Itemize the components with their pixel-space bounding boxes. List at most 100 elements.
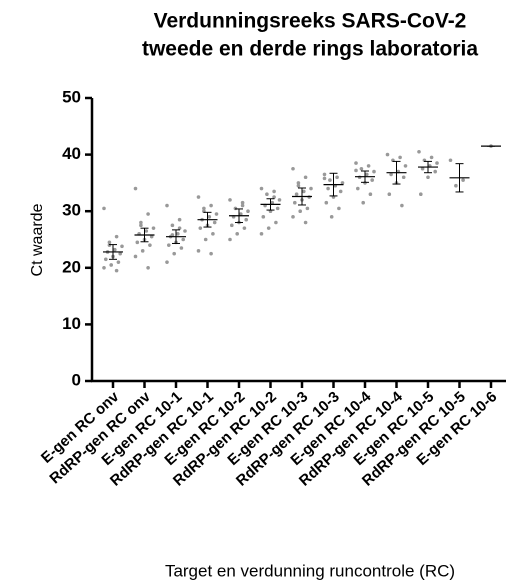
data-point — [104, 257, 108, 262]
chart-title: tweede en derde rings laboratoria — [142, 38, 478, 61]
data-point — [417, 149, 421, 154]
data-point — [368, 192, 373, 197]
data-point — [387, 192, 392, 197]
data-point — [109, 263, 113, 267]
x-axis-label: Target en verdunning runcontrole (RC) — [165, 561, 455, 580]
data-point — [177, 217, 182, 222]
data-point — [298, 209, 303, 213]
data-point — [196, 195, 201, 199]
data-point — [135, 240, 140, 245]
data-point — [202, 206, 206, 211]
data-point — [240, 203, 245, 208]
data-point — [338, 189, 343, 194]
data-point — [165, 260, 169, 264]
data-point — [246, 209, 250, 213]
data-point — [291, 215, 295, 219]
data-point — [228, 198, 232, 202]
data-point — [340, 181, 345, 185]
data-point — [240, 200, 245, 205]
data-point — [448, 158, 453, 163]
data-point — [167, 243, 171, 247]
data-point — [426, 175, 430, 180]
data-point — [203, 237, 208, 242]
data-point — [107, 240, 112, 245]
data-point — [146, 212, 150, 216]
data-point — [235, 232, 239, 236]
y-tick-label: 50 — [62, 87, 81, 106]
data-point — [170, 223, 175, 228]
data-point — [198, 226, 203, 230]
data-point — [400, 203, 404, 208]
data-point — [146, 266, 150, 270]
data-point — [170, 233, 175, 237]
data-point — [244, 217, 248, 222]
data-point — [419, 192, 423, 197]
data-point — [433, 169, 438, 174]
data-point — [114, 234, 119, 239]
data-point — [361, 200, 366, 205]
data-point — [294, 192, 299, 197]
data-point — [359, 166, 364, 171]
data-point — [372, 169, 376, 174]
data-point — [303, 175, 308, 180]
data-point — [259, 232, 264, 236]
data-point — [239, 212, 243, 216]
data-point — [270, 200, 275, 205]
data-point — [370, 178, 375, 182]
y-tick-label: 20 — [62, 257, 81, 276]
data-point — [322, 172, 327, 177]
data-point — [114, 268, 119, 273]
data-point — [265, 192, 269, 197]
data-point — [144, 229, 149, 233]
data-point — [228, 237, 232, 242]
data-point — [118, 251, 122, 256]
data-point — [309, 186, 313, 191]
data-point — [113, 247, 117, 252]
data-point — [233, 206, 238, 211]
data-point — [120, 244, 124, 249]
data-point — [102, 266, 106, 270]
data-point — [165, 203, 169, 208]
data-point — [230, 223, 234, 228]
data-point — [403, 164, 408, 168]
data-point — [139, 223, 143, 228]
data-point — [133, 254, 138, 259]
data-point — [148, 243, 152, 247]
data-point — [196, 249, 201, 253]
data-point — [209, 203, 213, 208]
data-point — [277, 198, 282, 202]
y-tick-label: 10 — [62, 314, 81, 333]
data-point — [272, 195, 276, 199]
data-point — [151, 226, 156, 230]
data-point — [272, 189, 276, 194]
data-point — [322, 176, 327, 181]
data-point — [212, 220, 217, 225]
data-point — [435, 161, 439, 165]
data-point — [149, 234, 154, 239]
data-point — [102, 206, 106, 211]
data-point — [296, 181, 301, 185]
data-point — [429, 155, 434, 160]
data-point — [291, 166, 295, 171]
data-point — [274, 220, 278, 225]
data-point — [139, 220, 143, 225]
data-point — [420, 166, 425, 171]
data-point — [365, 172, 369, 177]
data-point — [116, 260, 121, 264]
data-point — [389, 172, 393, 177]
y-axis-label: Ct waarde — [29, 203, 46, 276]
data-point — [214, 212, 219, 216]
data-point — [328, 178, 332, 182]
data-point — [303, 220, 308, 225]
data-point — [293, 200, 297, 205]
data-point — [177, 226, 182, 230]
data-point — [140, 249, 145, 253]
data-point — [366, 164, 371, 168]
data-point — [401, 175, 406, 180]
y-tick-label: 40 — [62, 144, 81, 163]
data-point — [354, 161, 358, 165]
data-point — [354, 168, 358, 173]
data-point — [172, 251, 176, 256]
data-point — [207, 215, 212, 219]
